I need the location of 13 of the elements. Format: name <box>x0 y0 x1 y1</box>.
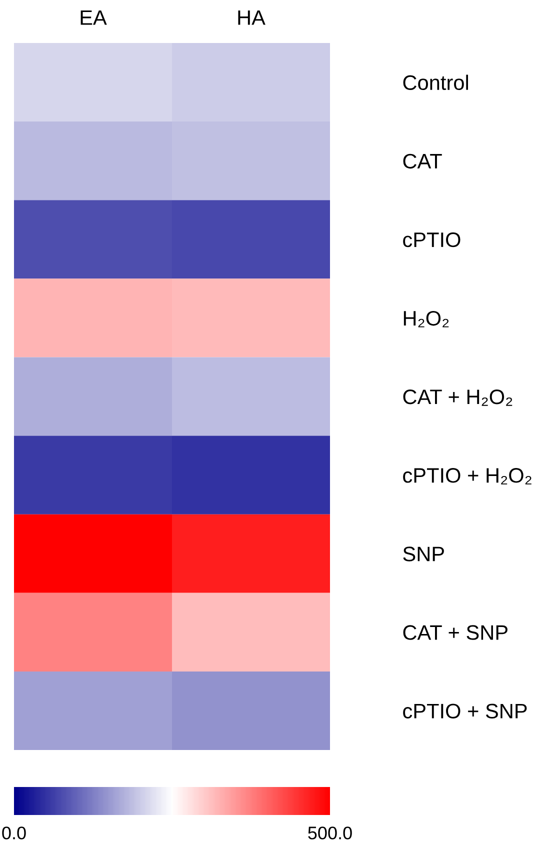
color-bar-label: 0.0 <box>2 826 26 840</box>
y-tick-label: CAT <box>403 154 442 169</box>
y-tick-label: Control <box>403 74 468 90</box>
y-tick-label: H₂O₂ <box>404 310 449 328</box>
x-tick-label: HA <box>238 10 266 25</box>
y-tick-label: cPTIO <box>403 232 460 248</box>
x-tick-label: EA <box>80 10 107 25</box>
y-tick-label: CAT + H₂O₂ <box>403 390 512 406</box>
color-bar-label: 500.0 <box>308 826 352 840</box>
y-tick-label: CAT + SNP <box>403 625 508 640</box>
y-tick-label: cPTIO + H₂O₂ <box>403 468 532 484</box>
y-tick-label: cPTIO + SNP <box>403 704 527 718</box>
y-tick-label: SNP <box>403 546 444 562</box>
